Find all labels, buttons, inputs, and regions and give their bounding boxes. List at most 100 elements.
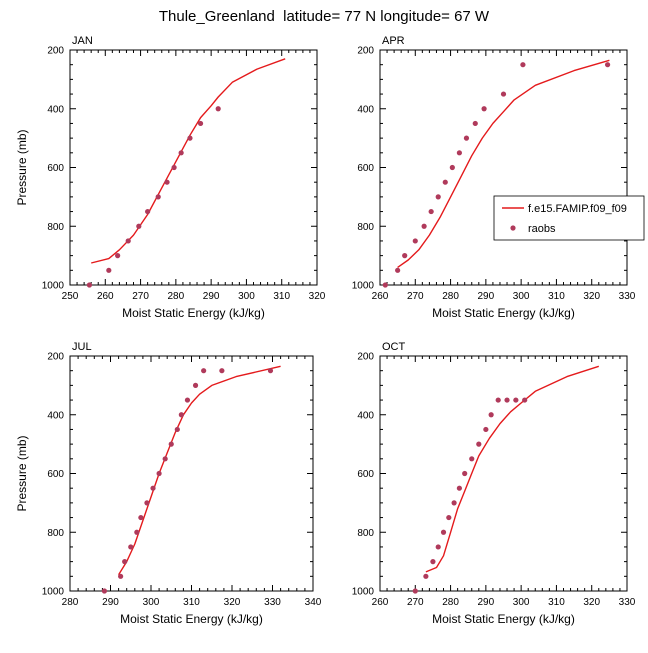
raobs-point <box>197 120 204 127</box>
raobs-point <box>171 164 177 171</box>
raobs-point <box>106 267 112 273</box>
x-tick-label: 300 <box>143 597 160 608</box>
raobs-point <box>500 91 507 97</box>
model-series-line <box>91 58 286 264</box>
raobs-point <box>125 238 131 244</box>
x-axis-label: Moist Static Energy (kJ/kg) <box>120 612 263 626</box>
chart-panel-apr: APR 260 270 280 290 300 310 320 330 200 400 600 800 1… <box>352 35 636 320</box>
y-tick-label: 800 <box>47 222 64 233</box>
y-tick-label: 1000 <box>352 587 375 598</box>
raobs-point <box>488 412 494 418</box>
raobs-point <box>267 368 274 374</box>
raobs-point <box>456 485 462 491</box>
raobs-point <box>168 441 174 447</box>
raobs-point <box>156 470 162 477</box>
raobs-point <box>472 120 478 127</box>
x-tick-label: 320 <box>583 597 600 608</box>
raobs-point <box>215 106 221 112</box>
raobs-point <box>430 559 436 565</box>
raobs-point <box>101 588 108 594</box>
raobs-point <box>428 208 434 215</box>
y-tick-label: 200 <box>357 352 374 363</box>
y-tick-label: 200 <box>357 46 374 57</box>
model-series-line <box>118 365 281 576</box>
legend-obs-label: raobs <box>528 223 556 235</box>
raobs-point <box>162 456 168 462</box>
plot-frame <box>69 49 318 286</box>
panel-label: OCT <box>382 341 406 353</box>
x-tick-label: 290 <box>203 291 220 302</box>
x-tick-label: 340 <box>305 597 322 608</box>
x-tick-label: 290 <box>102 597 119 608</box>
y-tick-label: 800 <box>357 528 374 539</box>
x-tick-label: 250 <box>62 291 79 302</box>
y-tick-label: 1000 <box>42 281 65 292</box>
raobs-point <box>134 529 140 535</box>
panel-label: JUL <box>72 341 92 353</box>
raobs-point <box>128 544 134 550</box>
plot-frame <box>379 49 628 286</box>
raobs-point <box>138 514 144 521</box>
raobs-point <box>520 62 526 68</box>
x-tick-label: 270 <box>407 291 424 302</box>
raobs-point <box>446 514 452 521</box>
x-axis-label: Moist Static Energy (kJ/kg) <box>122 306 265 320</box>
y-tick-label: 600 <box>357 163 374 174</box>
raobs-point <box>150 485 156 491</box>
raobs-point <box>184 397 191 403</box>
x-tick-label: 270 <box>407 597 424 608</box>
raobs-point <box>86 282 93 288</box>
raobs-point <box>435 194 441 200</box>
legend-obs-swatch <box>510 225 516 231</box>
x-axis-label: Moist Static Energy (kJ/kg) <box>432 306 575 320</box>
y-tick-label: 1000 <box>42 587 65 598</box>
y-tick-label: 400 <box>47 104 64 115</box>
raobs-point <box>469 456 475 462</box>
x-tick-label: 300 <box>513 291 530 302</box>
x-axis-label: Moist Static Energy (kJ/kg) <box>432 612 575 626</box>
y-tick-label: 600 <box>357 469 374 480</box>
y-tick-label: 1000 <box>352 281 375 292</box>
y-tick-label: 400 <box>47 410 64 421</box>
raobs-point <box>122 559 128 565</box>
raobs-point <box>382 282 388 288</box>
y-axis-label: Pressure (mb) <box>15 129 29 205</box>
chart-panel-jan: JAN 250 260 270 280 290 300 310 320 200 400 600 800 1… <box>15 35 326 320</box>
raobs-point <box>144 500 150 506</box>
x-tick-label: 320 <box>583 291 600 302</box>
y-tick-label: 800 <box>357 222 374 233</box>
x-tick-label: 310 <box>548 291 565 302</box>
raobs-point <box>513 397 519 403</box>
raobs-point <box>442 179 448 185</box>
raobs-point <box>155 194 161 200</box>
raobs-point <box>178 412 184 418</box>
chart-panel-oct: OCT 260 270 280 290 300 310 320 330 200 400 600 800 1… <box>352 341 636 626</box>
x-tick-label: 300 <box>238 291 255 302</box>
raobs-point <box>495 397 501 403</box>
panel-label: APR <box>382 35 405 47</box>
y-tick-label: 800 <box>47 528 64 539</box>
raobs-point <box>192 382 199 388</box>
raobs-point <box>118 573 124 579</box>
raobs-point <box>412 588 418 594</box>
model-series-line <box>397 59 610 268</box>
x-tick-label: 310 <box>273 291 290 302</box>
x-tick-label: 280 <box>442 597 459 608</box>
raobs-point <box>462 470 468 477</box>
raobs-point <box>440 529 447 535</box>
raobs-point <box>476 441 482 447</box>
legend-model-label: f.e15.FAMIP.f09_f09 <box>528 203 627 215</box>
y-tick-label: 200 <box>47 46 64 57</box>
panel-label: JAN <box>72 35 93 47</box>
raobs-point <box>522 397 528 403</box>
x-tick-label: 280 <box>168 291 185 302</box>
raobs-point <box>174 426 180 433</box>
x-tick-label: 300 <box>513 597 530 608</box>
raobs-point <box>451 500 457 506</box>
chart-panel-jul: JUL 280 290 300 310 320 330 340 200 400 600 800 1000… <box>15 341 322 626</box>
x-tick-label: 270 <box>132 291 149 302</box>
y-tick-label: 400 <box>357 410 374 421</box>
raobs-point <box>449 164 455 171</box>
